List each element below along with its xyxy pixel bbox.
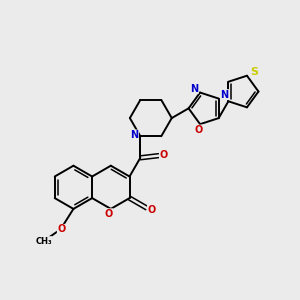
Text: N: N — [130, 130, 139, 140]
Text: O: O — [57, 224, 66, 234]
Text: CH₃: CH₃ — [35, 237, 52, 246]
Text: O: O — [148, 205, 156, 215]
Text: O: O — [160, 150, 168, 160]
Text: N: N — [130, 130, 139, 140]
Text: S: S — [250, 67, 258, 77]
Text: N: N — [220, 90, 229, 100]
Text: N: N — [190, 84, 198, 94]
Text: O: O — [195, 125, 203, 135]
Text: O: O — [105, 209, 113, 219]
